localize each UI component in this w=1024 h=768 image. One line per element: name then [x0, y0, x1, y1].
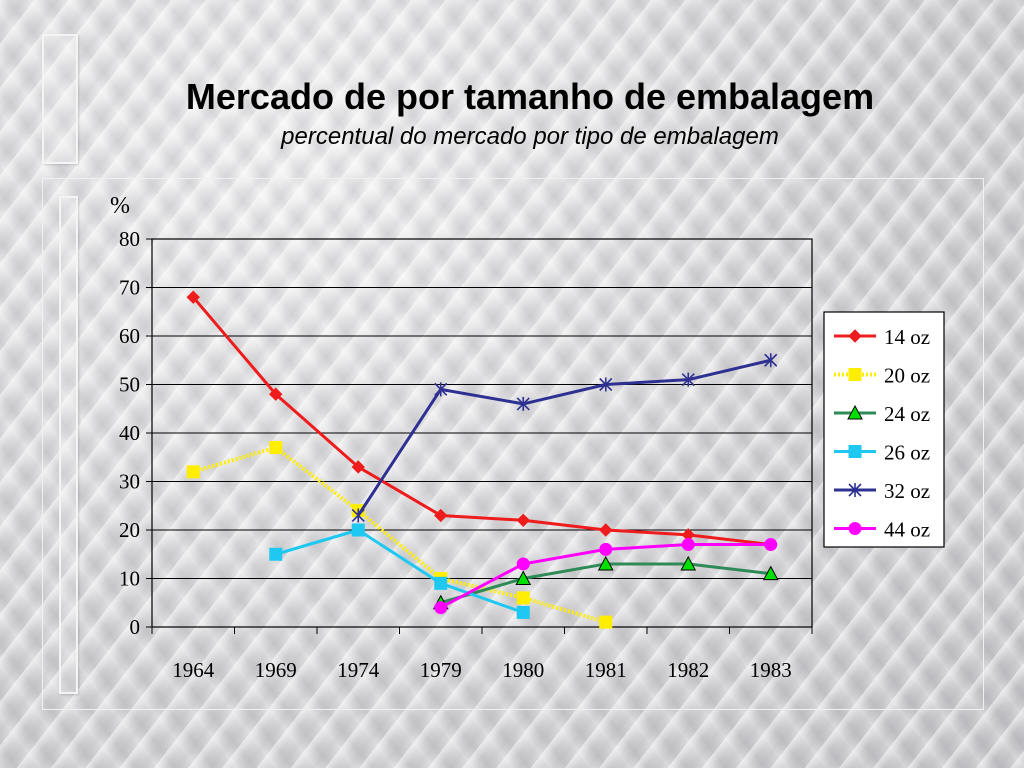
data-point — [681, 372, 695, 387]
legend-marker — [848, 329, 862, 343]
data-point — [434, 508, 448, 523]
series-line — [192, 445, 607, 625]
series-20-oz — [186, 441, 613, 629]
series-line — [275, 528, 524, 614]
legend-marker — [848, 483, 862, 497]
x-tick-label: 1982 — [667, 658, 709, 682]
legend-label: 26 oz — [884, 441, 930, 465]
data-point — [269, 387, 283, 401]
data-point — [516, 591, 530, 605]
data-point — [516, 557, 530, 571]
data-point — [515, 570, 532, 585]
x-tick-label: 1983 — [750, 658, 792, 682]
x-tick-label: 1981 — [585, 658, 627, 682]
series-14-oz — [186, 290, 778, 552]
frame-bar-chart-left — [59, 196, 78, 694]
data-point — [681, 538, 695, 552]
y-tick-label: 40 — [119, 421, 140, 445]
y-tick-label: 70 — [119, 276, 140, 300]
y-axis-label: % — [110, 193, 130, 219]
legend-marker — [848, 522, 862, 535]
legend-label: 32 oz — [884, 479, 930, 503]
series-32-oz — [351, 353, 778, 523]
x-tick-label: 1979 — [420, 658, 462, 682]
data-point — [764, 538, 778, 552]
y-tick-label: 0 — [130, 615, 141, 639]
data-point — [186, 465, 200, 479]
legend-marker — [847, 404, 863, 420]
data-point — [680, 555, 697, 571]
series-line — [356, 358, 772, 517]
legend-label: 24 oz — [884, 402, 930, 426]
data-point — [599, 523, 613, 537]
x-tick-label: 1964 — [172, 658, 215, 682]
chart-title: Mercado de por tamanho de embalagem — [185, 76, 875, 117]
data-point — [516, 513, 530, 528]
data-point — [764, 353, 778, 368]
y-tick-label: 10 — [119, 567, 140, 591]
data-point — [597, 555, 614, 571]
legend-marker — [848, 445, 862, 458]
y-tick-label: 60 — [119, 324, 140, 348]
data-point — [269, 547, 283, 561]
y-tick-label: 20 — [119, 518, 140, 542]
series-26-oz — [269, 523, 530, 619]
frame-bar-top-left — [42, 34, 78, 164]
x-tick-label: 1969 — [255, 658, 297, 682]
series-44-oz — [434, 538, 778, 615]
line-chart: 0 10 20 30 40 50 60 70 80% 1964 1969 1974 1979 1980 19… — [110, 193, 945, 682]
legend-label: 14 oz — [884, 325, 930, 349]
data-point — [599, 615, 613, 629]
y-tick-label: 30 — [119, 470, 140, 494]
data-point — [434, 576, 448, 590]
chart-area: 0 10 20 30 40 50 60 70 80% 1964 1969 1974 1979 1980 19… — [42, 178, 984, 710]
x-tick-label: 1974 — [337, 658, 380, 682]
chart-subtitle: percentual do mercado por tipo de embala… — [281, 123, 779, 150]
data-point — [516, 605, 530, 619]
data-point — [351, 508, 365, 523]
data-point — [762, 565, 779, 581]
legend — [823, 311, 945, 548]
data-point — [599, 542, 613, 556]
y-tick-label: 80 — [119, 227, 140, 251]
data-point — [269, 441, 283, 455]
data-point — [434, 382, 448, 397]
data-point — [351, 460, 365, 474]
legend-marker — [848, 368, 862, 381]
series-line — [192, 296, 771, 547]
legend-label: 44 oz — [884, 518, 930, 542]
data-point — [351, 523, 365, 537]
x-tick-label: 1980 — [502, 658, 544, 682]
legend-label: 20 oz — [884, 364, 930, 388]
data-point — [599, 377, 613, 392]
data-point — [186, 290, 200, 304]
y-tick-label: 50 — [119, 373, 140, 397]
data-point — [516, 396, 530, 411]
data-point — [434, 601, 448, 615]
